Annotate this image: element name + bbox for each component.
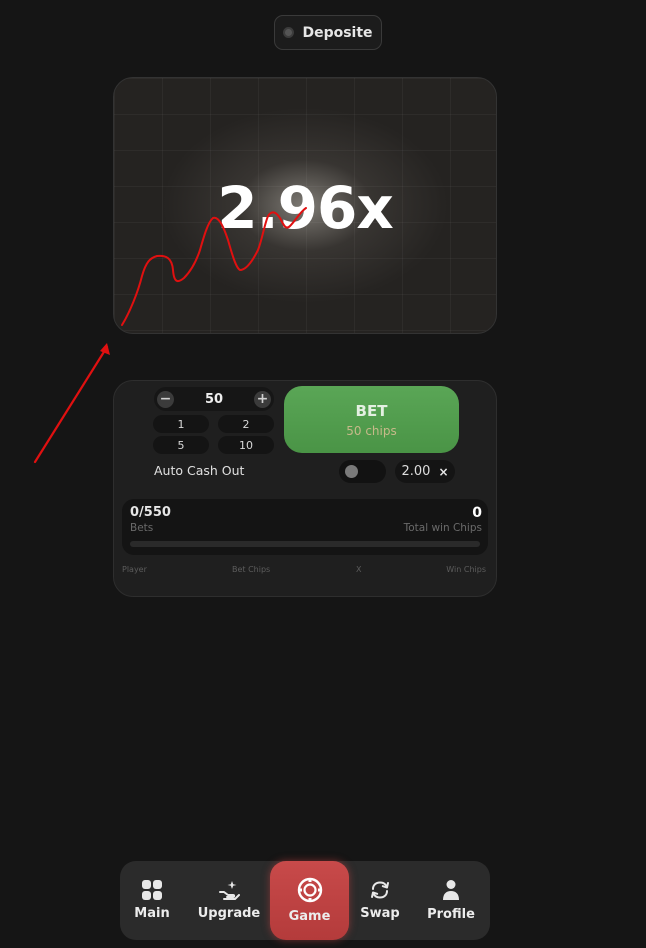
bets-stats-box: 0/550 Bets 0 Total win Chips [122, 499, 488, 555]
bet-button-chips: 50 chips [346, 423, 397, 438]
bets-progress-bar [130, 541, 480, 547]
nav-item-profile[interactable]: Profile [420, 861, 482, 940]
nav-item-game[interactable]: Game [270, 861, 349, 940]
chip-icon [297, 877, 322, 903]
auto-cashout-value: 2.00 [401, 464, 431, 479]
deposit-label: Deposite [302, 24, 373, 41]
auto-cashout-label: Auto Cash Out [154, 463, 245, 478]
swap-icon [371, 881, 389, 899]
bet-panel: − 50 + 1 2 5 10 BET 50 chips Auto Cash O… [113, 380, 497, 597]
total-win-count: 0 [472, 505, 482, 521]
nav-item-upgrade[interactable]: Upgrade [192, 861, 266, 940]
deposit-button[interactable]: Deposite [274, 15, 382, 50]
bets-label: Bets [130, 522, 154, 534]
multiplier-value: 2.96x [217, 174, 394, 242]
deposit-dot-icon [283, 27, 295, 38]
quick-amount-2[interactable]: 2 [218, 415, 274, 433]
upgrade-hand-icon [219, 881, 240, 900]
quick-amount-1[interactable]: 1 [153, 415, 209, 433]
bet-button-label: BET [355, 401, 388, 420]
column-header-bet-chips: Bet Chips [232, 565, 271, 574]
annotation-arrow-line [33, 345, 109, 464]
bet-button[interactable]: BET 50 chips [284, 386, 459, 453]
nav-label-upgrade: Upgrade [197, 906, 261, 921]
auto-cashout-value-field[interactable]: 2.00 × [395, 460, 455, 483]
nav-item-main[interactable]: Main [122, 861, 182, 940]
column-header-win-chips: Win Chips [446, 565, 486, 574]
nav-label-main: Main [134, 906, 170, 921]
bets-count: 0/550 [130, 505, 171, 520]
increase-bet-button[interactable]: + [254, 390, 271, 408]
decrease-bet-button[interactable]: − [157, 390, 174, 408]
annotation-arrow-head [100, 343, 110, 355]
bottom-nav: Main Upgrade Game Swap [120, 861, 490, 940]
auto-cashout-toggle[interactable] [339, 460, 386, 483]
column-header-x: X [356, 565, 362, 574]
quick-amount-5[interactable]: 5 [153, 436, 209, 454]
clear-cashout-button[interactable]: × [438, 464, 449, 479]
quick-amount-10[interactable]: 10 [218, 436, 274, 454]
nav-label-game: Game [288, 909, 331, 924]
nav-item-swap[interactable]: Swap [352, 861, 408, 940]
column-header-player: Player [122, 565, 147, 574]
grid-icon [142, 880, 162, 900]
nav-label-swap: Swap [360, 906, 400, 921]
bet-amount-value[interactable]: 50 [204, 391, 224, 407]
nav-label-profile: Profile [427, 907, 475, 922]
toggle-knob [345, 465, 358, 478]
game-display: 2.96x [113, 77, 497, 334]
profile-icon [443, 880, 459, 900]
total-win-label: Total win Chips [403, 522, 482, 534]
bet-amount-stepper: − 50 + [154, 387, 274, 411]
